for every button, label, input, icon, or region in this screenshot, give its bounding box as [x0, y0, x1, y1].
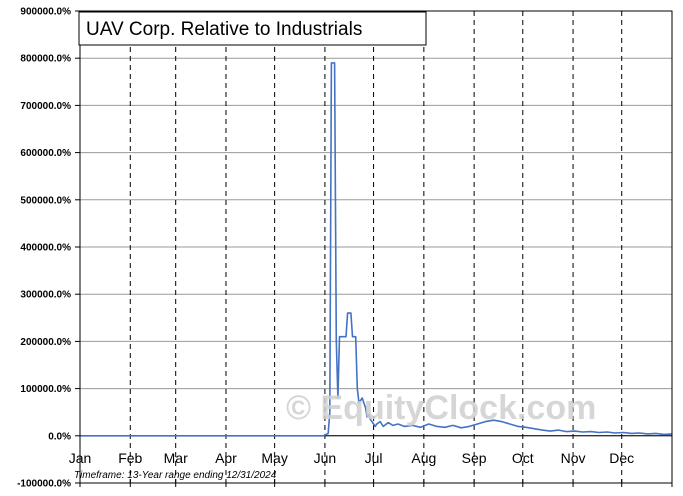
x-tick-label: Jul: [365, 450, 383, 466]
y-tick-label: 400000.0%: [20, 243, 71, 254]
series-line: [80, 62, 673, 437]
x-tick-label: Aug: [411, 450, 436, 466]
x-tick-label: May: [261, 450, 287, 466]
x-tick-label: Jan: [69, 450, 92, 466]
y-tick-label: 0.0%: [48, 431, 71, 442]
y-tick-label: 300000.0%: [20, 290, 71, 301]
y-tick-label: 200000.0%: [20, 337, 71, 348]
x-tick-label: Dec: [609, 450, 634, 466]
y-tick-label: 600000.0%: [20, 148, 71, 159]
chart-title-box: UAV Corp. Relative to Industrials: [78, 11, 427, 46]
x-tick-label: Mar: [164, 450, 188, 466]
y-tick-label: 100000.0%: [20, 384, 71, 395]
y-tick-label: 800000.0%: [20, 54, 71, 65]
x-tick-label: Oct: [512, 450, 534, 466]
x-tick-label: Apr: [215, 450, 237, 466]
chart-title: UAV Corp. Relative to Industrials: [86, 19, 362, 40]
watermark-text: © EquityClock.com: [286, 389, 596, 427]
plot-area-border: [79, 10, 673, 484]
y-axis-tick-labels: 900000.0% 800000.0% 700000.0% 600000.0% 5000…: [17, 7, 80, 490]
x-tick-label: Feb: [118, 450, 142, 466]
timeframe-footnote: Timeframe: 13-Year range ending 12/31/20…: [74, 470, 277, 481]
y-tick-label: 700000.0%: [20, 101, 71, 112]
y-tick-label: -100000.0%: [17, 479, 71, 490]
series-layer: [80, 62, 673, 437]
x-tick-label: Nov: [561, 450, 586, 466]
x-tick-label: Sep: [462, 450, 487, 466]
y-tick-label: 900000.0%: [20, 7, 71, 18]
y-tick-label: 500000.0%: [20, 195, 71, 206]
x-tick-label: Jun: [314, 450, 337, 466]
x-axis-tick-labels: Jan Feb Mar Apr May Jun Jul Aug Sep Oct Nov Dec: [69, 450, 673, 487]
